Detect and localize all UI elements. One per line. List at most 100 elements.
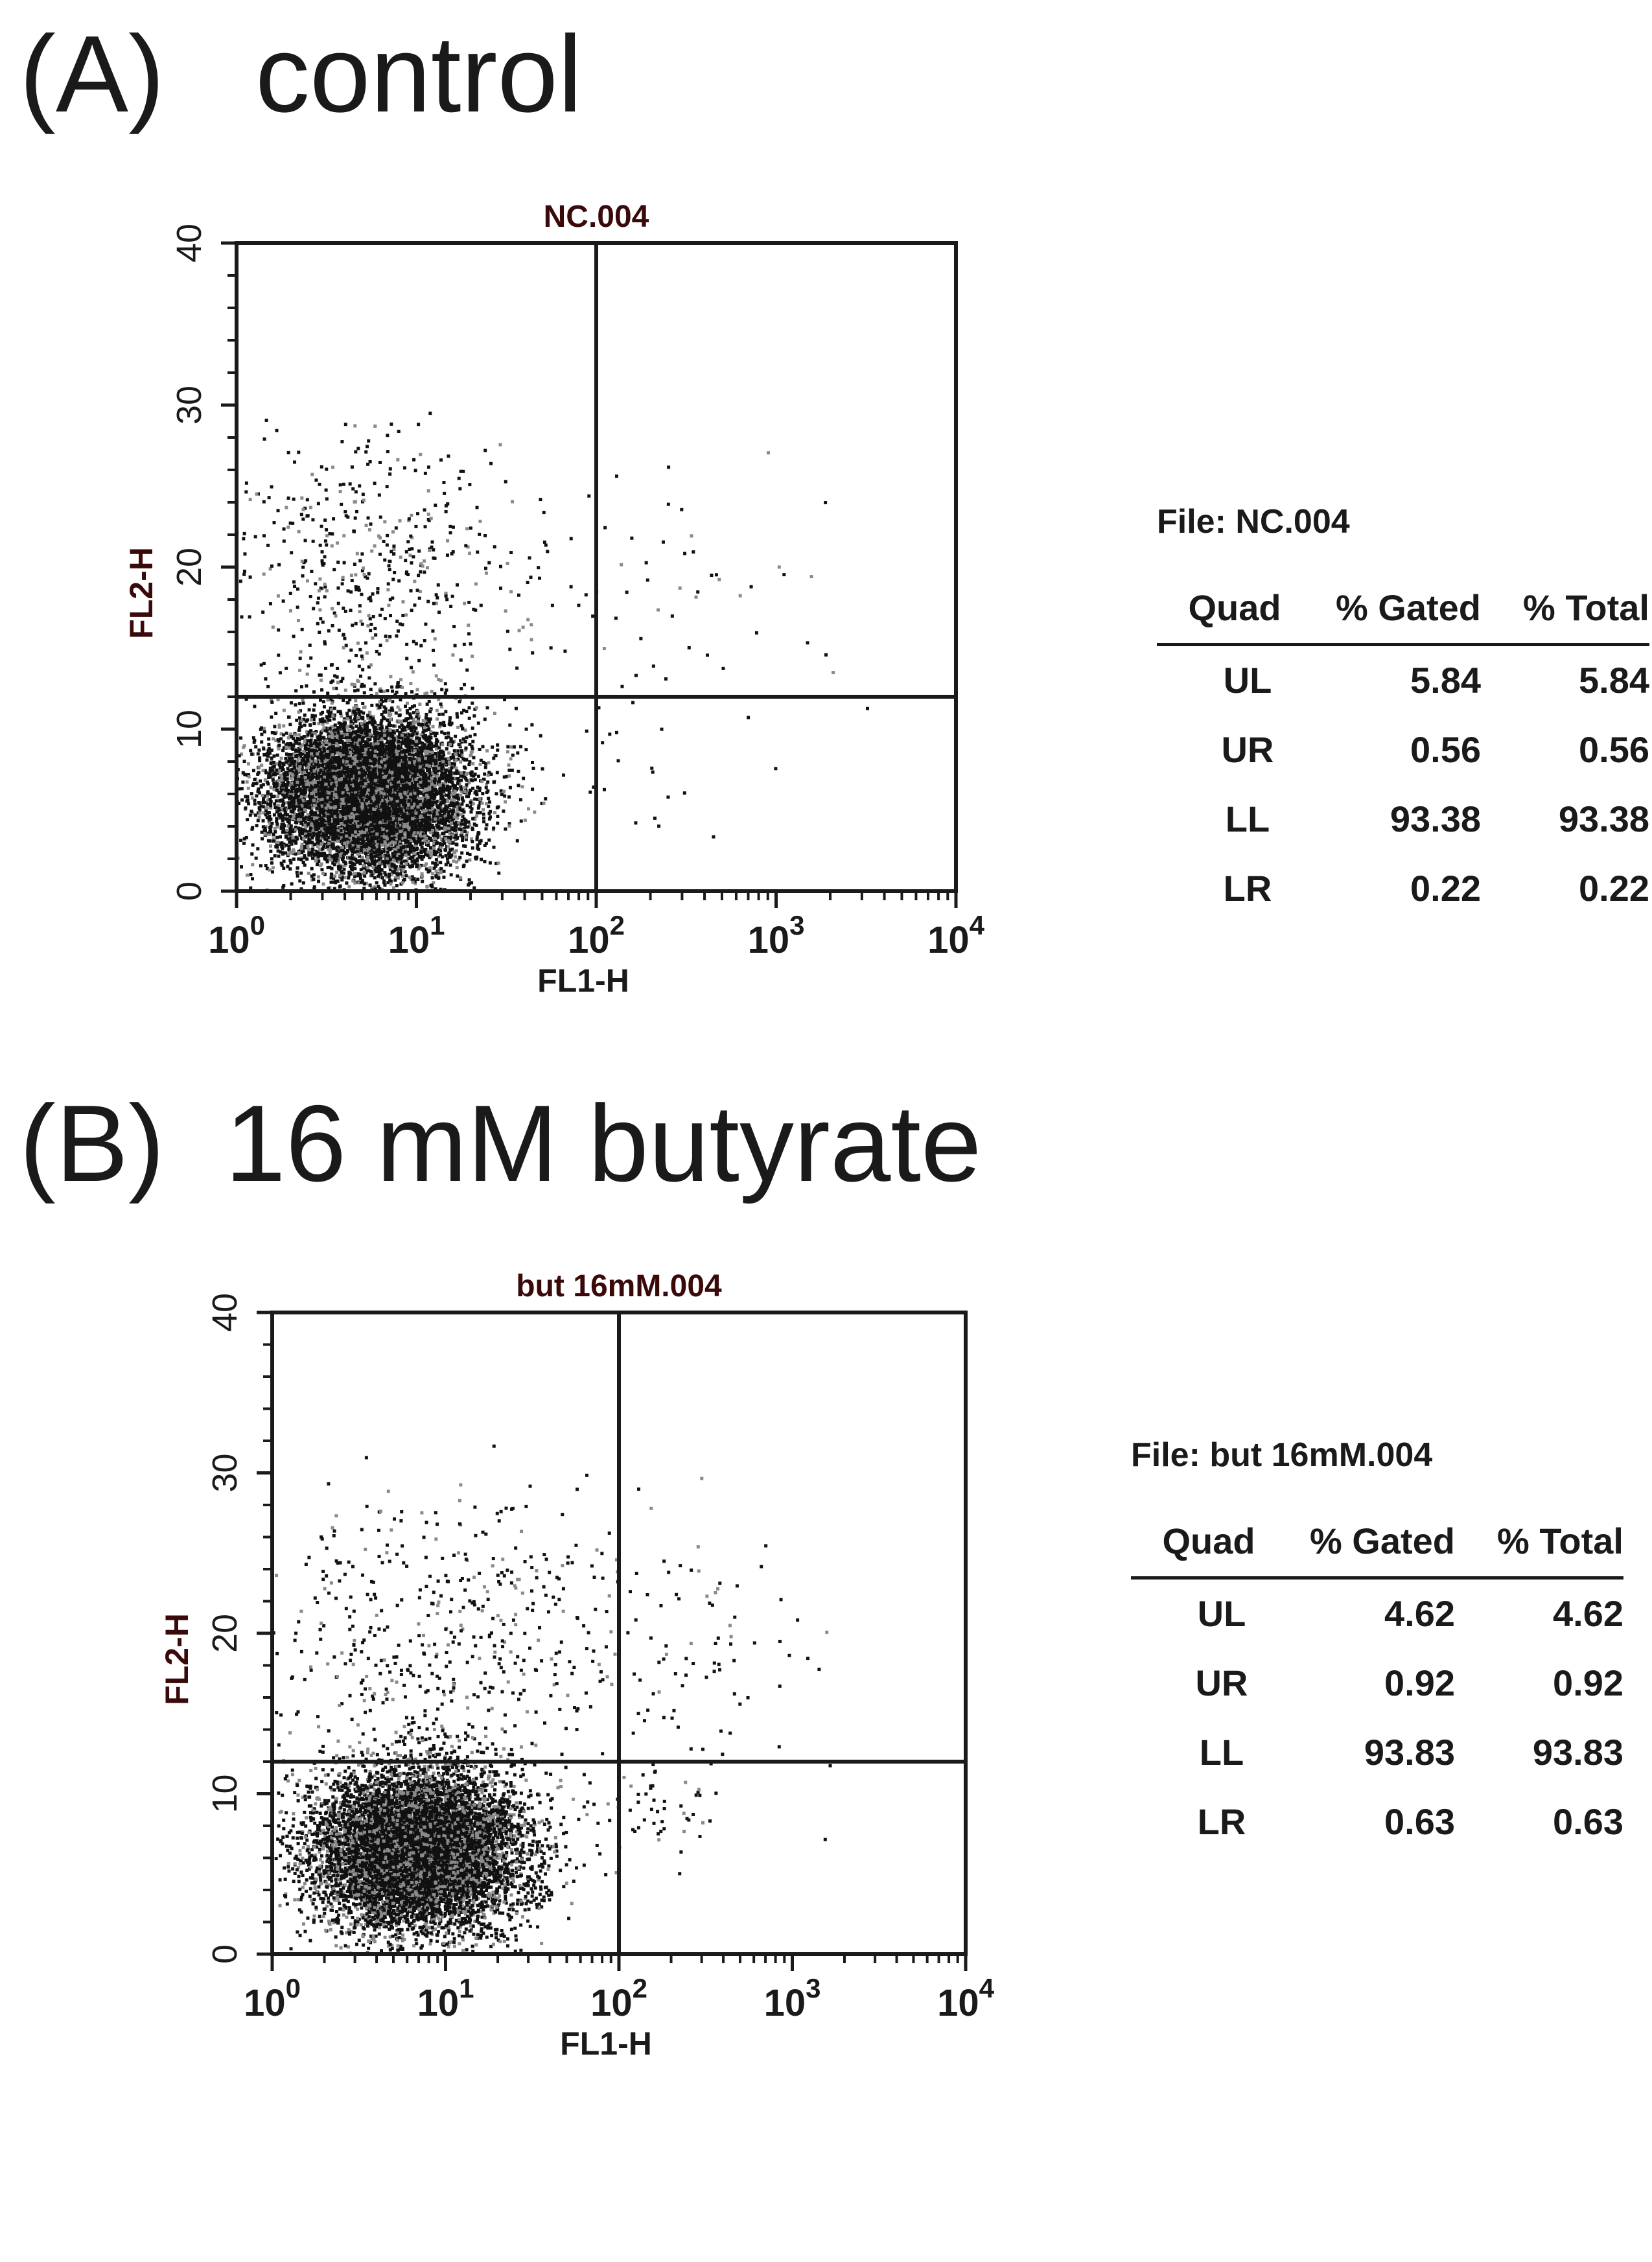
data-point: [420, 722, 424, 726]
data-point: [280, 822, 284, 826]
data-point: [333, 762, 337, 765]
data-point: [390, 830, 393, 834]
data-point: [399, 842, 402, 846]
data-point: [354, 699, 358, 703]
data-point: [476, 797, 480, 801]
data-point: [342, 856, 345, 859]
data-point: [326, 800, 330, 804]
data-point: [327, 830, 331, 834]
data-point: [508, 723, 512, 727]
data-point: [277, 763, 281, 767]
data-point: [331, 699, 334, 703]
data-point: [312, 783, 316, 787]
data-point: [349, 719, 353, 723]
data-point: [290, 817, 294, 821]
data-point: [296, 874, 299, 878]
data-point: [408, 864, 412, 868]
data-point: [299, 798, 303, 802]
data-point: [370, 703, 374, 707]
data-point: [342, 736, 346, 740]
data-point: [346, 849, 350, 853]
data-point: [240, 798, 244, 802]
data-point: [461, 814, 465, 818]
data-point: [319, 731, 323, 735]
data-point: [285, 773, 289, 777]
data-point: [420, 857, 424, 861]
data-point: [436, 860, 439, 864]
data-point: [458, 698, 462, 702]
data-point: [428, 866, 432, 870]
data-point: [362, 711, 366, 715]
data-point: [378, 749, 382, 752]
data-point: [384, 791, 388, 795]
data-point: [470, 744, 474, 748]
data-point: [470, 837, 474, 841]
data-point: [465, 852, 469, 856]
data-point: [426, 717, 430, 721]
data-point: [279, 815, 283, 819]
data-point: [454, 828, 458, 832]
data-point: [380, 712, 384, 716]
data-point: [402, 865, 406, 869]
data-point: [382, 705, 386, 709]
data-point: [456, 816, 460, 820]
data-point: [402, 719, 406, 723]
data-point: [282, 746, 286, 750]
data-point: [272, 837, 275, 841]
data-point: [265, 867, 269, 870]
data-point: [314, 824, 318, 828]
data-point: [391, 784, 395, 787]
data-point: [428, 797, 432, 801]
data-point: [285, 786, 288, 789]
data-point: [321, 722, 325, 726]
data-point: [410, 824, 414, 828]
data-point: [477, 804, 481, 808]
data-point: [438, 725, 442, 729]
data-point: [275, 825, 279, 829]
data-point: [296, 804, 300, 808]
data-point: [443, 757, 447, 761]
data-point: [365, 764, 369, 768]
data-point: [452, 762, 456, 766]
data-point: [487, 811, 491, 815]
data-point: [339, 840, 343, 844]
data-point: [367, 676, 371, 680]
data-point: [312, 873, 316, 877]
data-point: [436, 762, 440, 766]
data-point: [371, 838, 375, 842]
data-point: [311, 847, 315, 851]
data-point: [476, 775, 480, 778]
data-point: [294, 835, 298, 839]
data-point: [468, 805, 472, 809]
data-point: [324, 796, 328, 800]
data-point: [269, 786, 273, 789]
data-point: [410, 736, 413, 740]
data-point: [344, 803, 348, 807]
data-point: [320, 854, 323, 857]
data-point: [341, 677, 345, 681]
data-point: [373, 863, 377, 867]
data-point: [270, 756, 273, 760]
data-point: [297, 738, 301, 741]
data-point: [445, 747, 448, 751]
data-point: [297, 742, 301, 746]
data-point: [378, 802, 382, 806]
data-point: [327, 732, 331, 736]
data-point: [323, 872, 327, 876]
data-point: [473, 797, 477, 801]
data-point: [439, 809, 443, 813]
data-point: [365, 721, 369, 725]
data-point: [423, 743, 427, 747]
data-point: [246, 818, 250, 822]
data-point: [251, 811, 255, 815]
data-point: [496, 821, 500, 825]
data-point: [310, 779, 314, 783]
data-point: [348, 746, 352, 750]
data-point: [353, 850, 356, 854]
data-point: [429, 731, 433, 735]
data-point: [460, 809, 464, 813]
data-point: [327, 835, 331, 839]
data-point: [288, 799, 292, 802]
data-point: [286, 767, 290, 771]
data-point: [494, 861, 498, 865]
